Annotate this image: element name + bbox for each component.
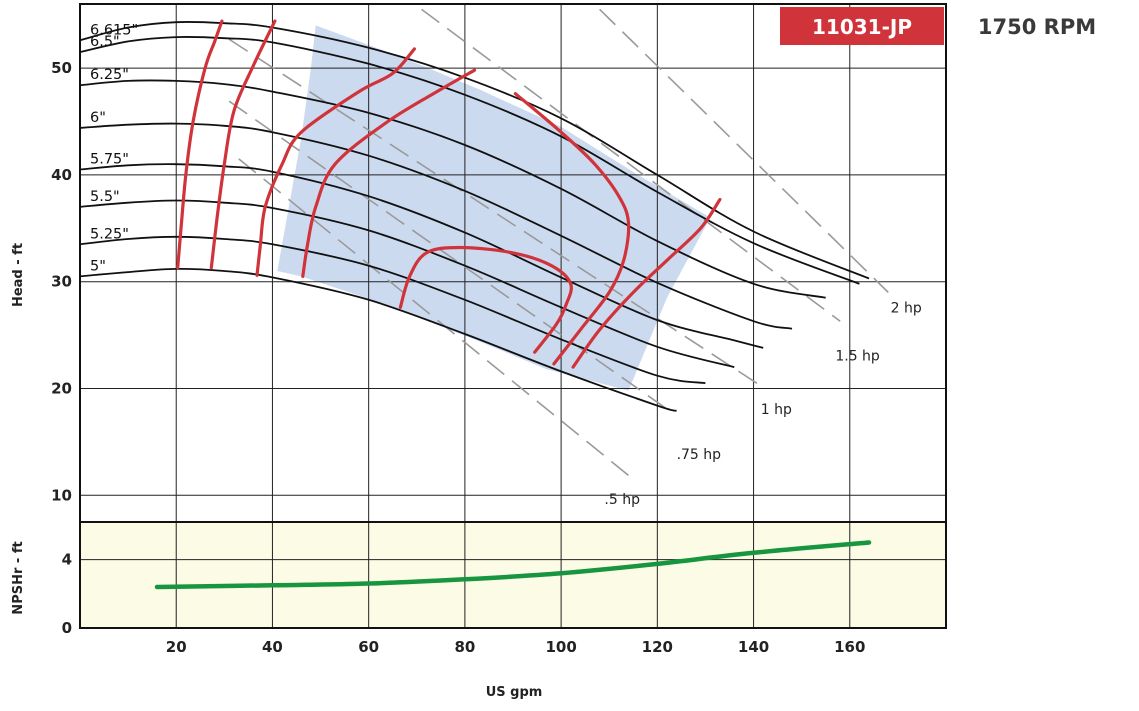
efficiency-curve — [513, 92, 631, 366]
head-tick-label: 20 — [51, 379, 72, 397]
efficiency-curve — [398, 245, 573, 354]
impeller-diameter-label: 6.25" — [90, 67, 129, 83]
power-line — [421, 8, 841, 322]
impeller-diameter-label: 5.5" — [90, 189, 120, 205]
model-label: 11031-JP — [812, 15, 912, 39]
x-axis-label: US gpm — [486, 685, 543, 700]
x-tick-label: 20 — [166, 638, 187, 656]
impeller-curve — [79, 79, 826, 299]
npsh-plot-frame — [79, 521, 947, 629]
x-tick-label: 60 — [358, 638, 379, 656]
power-line-label: 1.5 hp — [835, 349, 880, 365]
curve-labels-layer: .5 hp .75 hp 1 hp 1.5 hp 2 hp 6.615"6.5" 6.25"… — [90, 22, 922, 508]
x-tick-label: 140 — [738, 638, 769, 656]
x-tick-label: 120 — [642, 638, 673, 656]
power-line-label: .75 hp — [677, 447, 722, 463]
axis-ticks-layer: 20 40 60 80 100 120 140 160 10 20 30 40 50 0 4 — [51, 59, 865, 656]
grid-layer — [80, 4, 946, 629]
impeller-curve — [79, 267, 677, 412]
impeller-diameter-label: 6.615" — [90, 22, 138, 38]
efficiency-curve — [301, 68, 477, 278]
impeller-curve — [79, 199, 735, 368]
model-badge — [780, 7, 944, 45]
impeller-diameter-label: 6" — [90, 110, 106, 126]
head-axis-label: Head - ft — [11, 243, 26, 307]
efficiency-curves-layer — [176, 19, 722, 369]
npsh-tick-label: 0 — [62, 619, 72, 637]
impeller-curve — [79, 36, 860, 285]
npsh-axis-label: NPSHr - ft — [11, 541, 26, 614]
power-line-label: 1 hp — [761, 402, 792, 418]
x-tick-label: 40 — [262, 638, 283, 656]
impeller-diameter-label: 5.25" — [90, 226, 129, 242]
head-tick-label: 40 — [51, 166, 72, 184]
head-tick-label: 10 — [51, 486, 72, 504]
npsh-tick-label: 4 — [62, 551, 72, 569]
head-tick-label: 30 — [51, 273, 72, 291]
efficiency-curve — [571, 197, 722, 369]
impeller-curve — [79, 235, 706, 385]
impeller-diameter-label: 5" — [90, 258, 106, 274]
power-line-label: 2 hp — [891, 301, 922, 317]
power-line — [228, 100, 675, 415]
impeller-curve — [79, 163, 764, 349]
x-tick-label: 80 — [454, 638, 475, 656]
impeller-diameter-label: 6.5" — [90, 34, 120, 50]
power-line — [228, 38, 759, 385]
x-tick-label: 160 — [834, 638, 865, 656]
impeller-diameter-label: 5.75" — [90, 152, 129, 168]
power-line — [599, 8, 889, 293]
npsh-curve-layer — [154, 540, 872, 590]
x-tick-label: 100 — [545, 638, 576, 656]
power-line-label: .5 hp — [604, 492, 640, 508]
power-line — [238, 158, 634, 480]
impeller-curve — [79, 122, 793, 330]
efficiency-curve — [209, 19, 277, 270]
efficiency-curve — [176, 19, 224, 270]
power-lines-layer — [228, 8, 889, 480]
speed-label: 1750 RPM — [978, 15, 1096, 39]
preferred-operating-region — [277, 25, 711, 391]
efficiency-curve — [255, 47, 416, 277]
preferred-operating-region-layer — [277, 25, 711, 391]
impeller-curve — [79, 20, 870, 280]
impeller-curves-layer — [79, 20, 870, 412]
npsh-curve — [154, 540, 872, 590]
head-tick-label: 50 — [51, 59, 72, 77]
